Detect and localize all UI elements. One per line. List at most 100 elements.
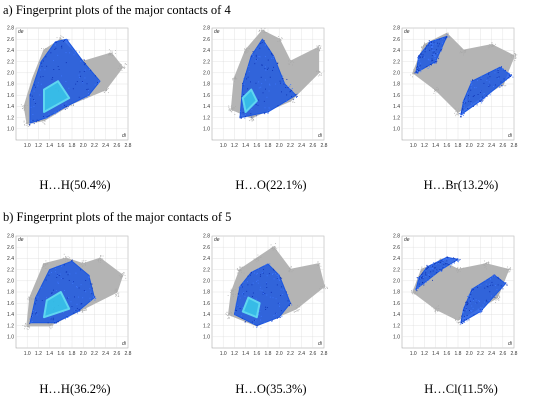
y-tick-label: 1.6 <box>203 301 210 307</box>
fingerprint-plot-hh-5: 1.0 1.2 1.4 1.6 1.8 2.0 2.2 2.4 2.6 2.8 1.0 1.2 1.4 1… <box>2 230 132 360</box>
x-tick-label: 1.6 <box>253 143 260 149</box>
x-tick-label: 2.4 <box>298 351 305 357</box>
fingerprint-plot-ho-4: 1.0 1.2 1.4 1.6 1.8 2.0 2.2 2.4 2.6 2.8 1.0 1.2 1.4 1… <box>198 22 328 152</box>
x-tick-label: 2.8 <box>321 143 328 149</box>
x-tick-label: 2.0 <box>276 351 283 357</box>
fingerprint-plot-hbr-4: 1.0 1.2 1.4 1.6 1.8 2.0 2.2 2.4 2.6 2.8 1.0 1.2 1.4 1… <box>388 22 518 152</box>
dense-core <box>43 80 71 113</box>
dense-core <box>241 88 258 113</box>
y-tick-label: 1.0 <box>203 127 210 133</box>
x-tick-label: 2.6 <box>309 351 316 357</box>
y-tick-label: 2.4 <box>393 256 400 262</box>
y-tick-label: 2.8 <box>203 26 210 32</box>
caption-hcl-5: H…Cl(11.5%) <box>424 382 498 396</box>
x-tick-label: 1.2 <box>231 143 238 149</box>
y-tick-label: 1.8 <box>7 290 14 296</box>
y-tick-label: 2.4 <box>203 48 210 54</box>
x-tick-label: 1.8 <box>455 351 462 357</box>
x-tick-label: 1.4 <box>432 351 439 357</box>
contact-points <box>414 256 461 292</box>
x-tick-label: 1.2 <box>231 351 238 357</box>
y-tick-label: 1.0 <box>393 335 400 341</box>
y-tick-label: 2.4 <box>203 256 210 262</box>
y-tick-label: 2.2 <box>203 59 210 65</box>
y-tick-label: 2.8 <box>203 234 210 240</box>
x-tick-label: 1.4 <box>432 143 439 149</box>
x-tick-label: 2.4 <box>102 351 109 357</box>
y-tick-label: 2.4 <box>7 256 14 262</box>
x-tick-label: 1.8 <box>69 143 76 149</box>
contact-points <box>234 263 293 328</box>
contact-points <box>414 34 450 74</box>
x-tick-label: 1.6 <box>57 143 64 149</box>
y-tick-label: 1.2 <box>203 323 210 329</box>
x-tick-label: 2.4 <box>488 351 495 357</box>
y-tick-label: 1.2 <box>393 115 400 121</box>
y-tick-label: 1.0 <box>7 127 14 133</box>
y-tick-label: 1.2 <box>7 323 14 329</box>
x-tick-label: 2.4 <box>488 143 495 149</box>
y-tick-label: 2.8 <box>393 26 400 32</box>
x-tick-label: 1.4 <box>242 351 249 357</box>
y-tick-label: 2.6 <box>393 37 400 43</box>
y-tick-label: 1.0 <box>203 335 210 341</box>
x-tick-label: 1.6 <box>443 351 450 357</box>
x-axis-label: di <box>122 133 127 139</box>
caption-hbr-4: H…Br(13.2%) <box>423 178 499 192</box>
y-tick-label: 2.0 <box>393 279 400 285</box>
dense-core <box>43 291 71 319</box>
x-tick-label: 2.0 <box>466 351 473 357</box>
y-tick-label: 1.4 <box>393 104 400 110</box>
y-tick-label: 2.8 <box>7 26 14 32</box>
x-tick-label: 1.8 <box>265 351 272 357</box>
x-axis-label: di <box>122 341 127 347</box>
contact-points <box>459 66 514 118</box>
y-tick-label: 2.6 <box>203 245 210 251</box>
y-tick-label: 1.6 <box>7 301 14 307</box>
x-tick-label: 2.4 <box>298 143 305 149</box>
x-tick-label: 1.6 <box>443 143 450 149</box>
x-tick-label: 1.8 <box>265 143 272 149</box>
y-tick-label: 2.2 <box>7 59 14 65</box>
y-tick-label: 2.0 <box>203 279 210 285</box>
y-tick-label: 1.8 <box>203 82 210 88</box>
y-axis-label: de <box>214 237 220 243</box>
x-tick-label: 1.2 <box>421 351 428 357</box>
caption-ho-4: H…O(22.1%) <box>235 178 307 192</box>
y-tick-label: 1.8 <box>393 290 400 296</box>
section-b-title: b) Fingerprint plots of the major contac… <box>3 210 232 224</box>
x-tick-label: 2.0 <box>80 143 87 149</box>
y-tick-label: 2.0 <box>393 71 400 77</box>
contact-points <box>460 274 508 325</box>
y-axis-label: de <box>18 237 24 243</box>
y-tick-label: 2.6 <box>393 245 400 251</box>
y-tick-label: 1.8 <box>7 82 14 88</box>
fingerprint-plot-ho-5: 1.0 1.2 1.4 1.6 1.8 2.0 2.2 2.4 2.6 2.8 1.0 1.2 1.4 1… <box>198 230 328 360</box>
caption-hh-4: H…H(50.4%) <box>39 178 111 192</box>
y-tick-label: 1.8 <box>203 290 210 296</box>
y-tick-label: 2.4 <box>393 48 400 54</box>
y-tick-label: 2.8 <box>393 234 400 240</box>
y-tick-label: 2.2 <box>393 59 400 65</box>
x-tick-label: 2.8 <box>511 143 518 149</box>
x-tick-label: 1.0 <box>410 351 417 357</box>
y-tick-label: 2.2 <box>393 267 400 273</box>
y-tick-label: 2.2 <box>203 267 210 273</box>
caption-ho-5: H…O(35.3%) <box>235 382 307 396</box>
x-tick-label: 1.8 <box>455 143 462 149</box>
x-tick-label: 2.6 <box>309 143 316 149</box>
y-tick-label: 1.8 <box>393 82 400 88</box>
y-tick-label: 2.8 <box>7 234 14 240</box>
x-tick-label: 2.8 <box>511 351 518 357</box>
x-tick-label: 1.0 <box>220 143 227 149</box>
x-tick-label: 1.0 <box>24 351 31 357</box>
y-tick-label: 1.2 <box>393 323 400 329</box>
x-tick-label: 2.6 <box>113 351 120 357</box>
y-tick-label: 1.4 <box>393 312 400 318</box>
x-tick-label: 2.6 <box>499 351 506 357</box>
caption-hh-5: H…H(36.2%) <box>39 382 111 396</box>
x-tick-label: 2.2 <box>287 143 294 149</box>
x-tick-label: 2.0 <box>466 143 473 149</box>
x-tick-label: 2.2 <box>287 351 294 357</box>
y-tick-label: 2.0 <box>7 71 14 77</box>
